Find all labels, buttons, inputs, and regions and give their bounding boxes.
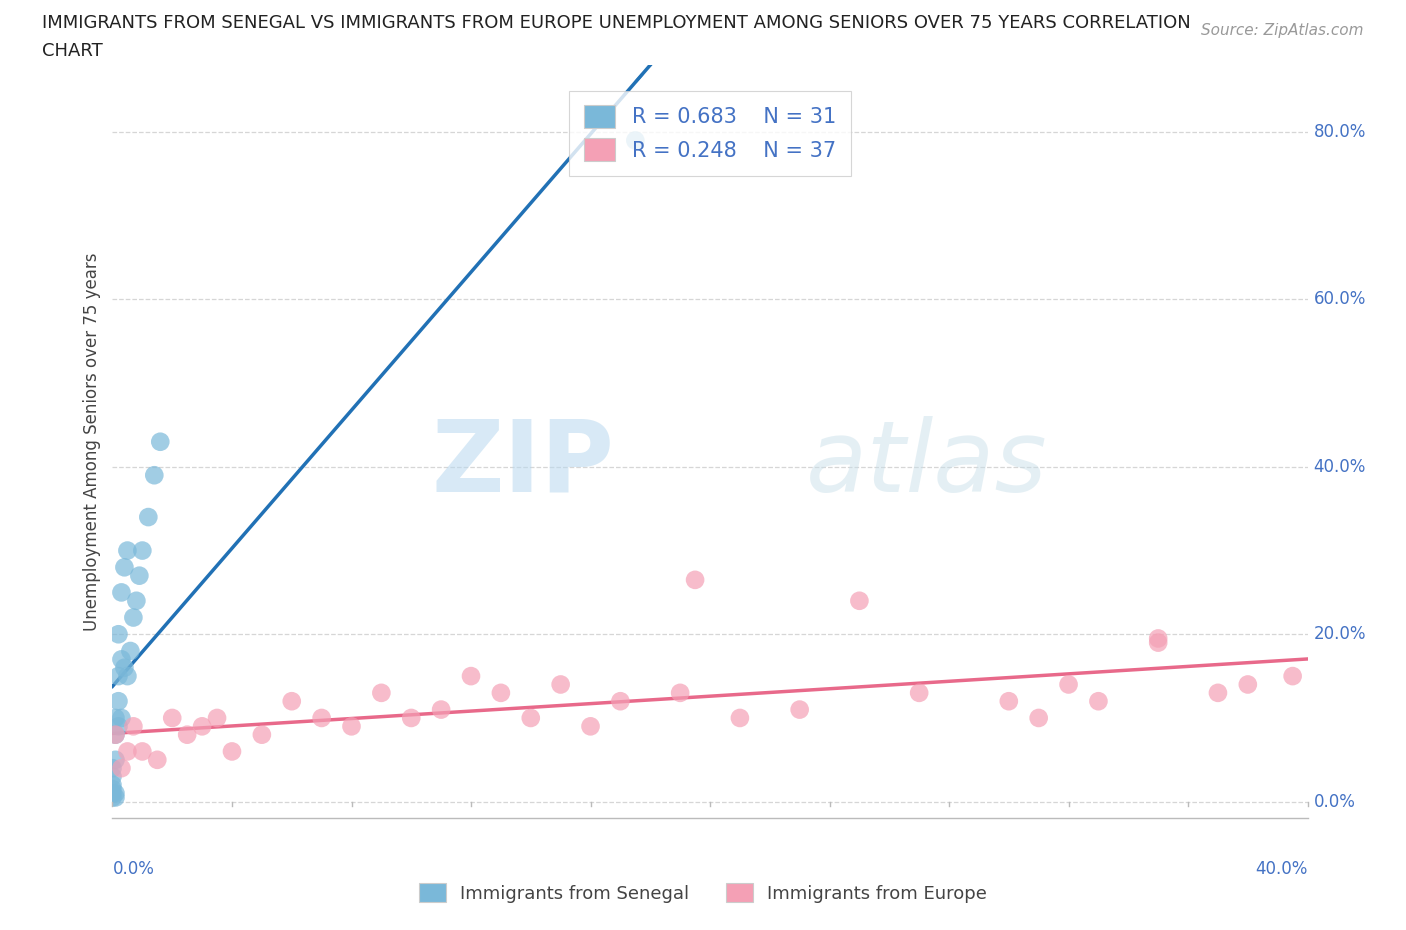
Point xyxy=(191,719,214,734)
Point xyxy=(110,585,132,600)
Text: 0.0%: 0.0% xyxy=(1313,792,1355,811)
Point xyxy=(311,711,333,725)
Point xyxy=(520,711,543,725)
Text: 60.0%: 60.0% xyxy=(1313,290,1367,309)
Point xyxy=(1057,677,1080,692)
Point xyxy=(114,660,135,675)
Point xyxy=(104,711,127,725)
Point xyxy=(550,677,572,692)
Point xyxy=(146,752,169,767)
Point xyxy=(1028,711,1050,725)
Point xyxy=(101,769,124,784)
Point xyxy=(1237,677,1260,692)
Point xyxy=(176,727,198,742)
Y-axis label: Unemployment Among Seniors over 75 years: Unemployment Among Seniors over 75 years xyxy=(83,253,101,631)
Point xyxy=(281,694,304,709)
Point xyxy=(125,593,148,608)
Point xyxy=(1206,685,1229,700)
Point xyxy=(669,685,692,700)
Point xyxy=(998,694,1021,709)
Point xyxy=(683,572,706,588)
Point xyxy=(122,719,145,734)
Point xyxy=(120,644,142,658)
Point xyxy=(110,761,132,776)
Text: CHART: CHART xyxy=(42,42,103,60)
Point xyxy=(101,777,124,792)
Text: Source: ZipAtlas.com: Source: ZipAtlas.com xyxy=(1201,23,1364,38)
Point xyxy=(460,669,482,684)
Point xyxy=(162,711,183,725)
Point xyxy=(609,694,631,709)
Text: 80.0%: 80.0% xyxy=(1313,123,1367,141)
Point xyxy=(110,711,132,725)
Point xyxy=(110,652,132,667)
Point xyxy=(728,711,751,725)
Point xyxy=(848,593,870,608)
Text: 20.0%: 20.0% xyxy=(1313,625,1367,644)
Point xyxy=(107,694,129,709)
Point xyxy=(101,781,124,796)
Point xyxy=(122,610,145,625)
Point xyxy=(250,727,273,742)
Point xyxy=(401,711,423,725)
Point xyxy=(221,744,243,759)
Point xyxy=(131,543,153,558)
Point xyxy=(579,719,602,734)
Point xyxy=(117,669,139,684)
Point xyxy=(117,744,139,759)
Point xyxy=(117,543,139,558)
Point xyxy=(1147,635,1170,650)
Point xyxy=(1087,694,1109,709)
Point xyxy=(205,711,228,725)
Legend: Immigrants from Senegal, Immigrants from Europe: Immigrants from Senegal, Immigrants from… xyxy=(411,873,995,911)
Point xyxy=(101,786,124,801)
Point xyxy=(149,434,172,449)
Text: atlas: atlas xyxy=(806,416,1047,512)
Point xyxy=(107,719,129,734)
Point xyxy=(104,752,127,767)
Point xyxy=(104,790,127,805)
Text: 0.0%: 0.0% xyxy=(112,860,155,878)
Text: 40.0%: 40.0% xyxy=(1256,860,1308,878)
Text: ZIP: ZIP xyxy=(432,416,614,512)
Point xyxy=(908,685,931,700)
Point xyxy=(104,727,127,742)
Point xyxy=(370,685,392,700)
Point xyxy=(104,727,127,742)
Point xyxy=(107,669,129,684)
Point xyxy=(489,685,512,700)
Point xyxy=(1147,631,1170,645)
Point xyxy=(430,702,453,717)
Text: 40.0%: 40.0% xyxy=(1313,458,1367,476)
Point xyxy=(340,719,363,734)
Point xyxy=(1281,669,1303,684)
Point xyxy=(143,468,166,483)
Point xyxy=(101,761,124,776)
Point xyxy=(131,744,153,759)
Point xyxy=(138,510,160,525)
Point xyxy=(104,786,127,801)
Point xyxy=(101,790,124,805)
Legend: R = 0.683    N = 31, R = 0.248    N = 37: R = 0.683 N = 31, R = 0.248 N = 37 xyxy=(569,90,851,176)
Text: IMMIGRANTS FROM SENEGAL VS IMMIGRANTS FROM EUROPE UNEMPLOYMENT AMONG SENIORS OVE: IMMIGRANTS FROM SENEGAL VS IMMIGRANTS FR… xyxy=(42,14,1191,32)
Point xyxy=(789,702,811,717)
Point xyxy=(624,133,647,148)
Point xyxy=(128,568,150,583)
Point xyxy=(114,560,135,575)
Point xyxy=(107,627,129,642)
